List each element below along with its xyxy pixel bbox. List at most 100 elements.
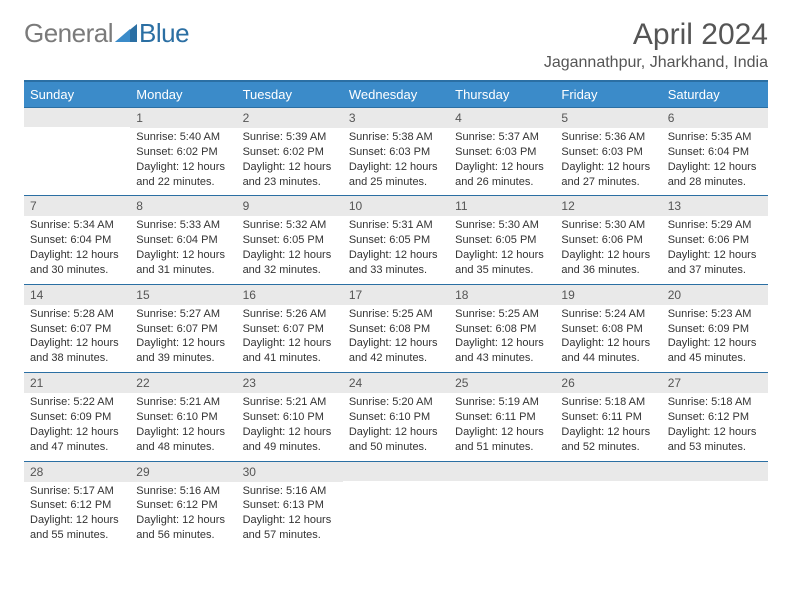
calendar-week-row: 14Sunrise: 5:28 AMSunset: 6:07 PMDayligh…: [24, 284, 768, 372]
day-info-line: Sunset: 6:09 PM: [668, 322, 762, 337]
day-body: Sunrise: 5:34 AMSunset: 6:04 PMDaylight:…: [24, 216, 130, 283]
day-info-line: Daylight: 12 hours and 39 minutes.: [136, 336, 230, 366]
day-number-bar: 20: [662, 284, 768, 305]
day-info-line: Sunset: 6:06 PM: [668, 233, 762, 248]
calendar-day-cell: 20Sunrise: 5:23 AMSunset: 6:09 PMDayligh…: [662, 284, 768, 372]
day-info-line: Daylight: 12 hours and 45 minutes.: [668, 336, 762, 366]
day-body: Sunrise: 5:38 AMSunset: 6:03 PMDaylight:…: [343, 128, 449, 195]
day-number-bar: 27: [662, 372, 768, 393]
day-body: Sunrise: 5:25 AMSunset: 6:08 PMDaylight:…: [449, 305, 555, 372]
day-body: Sunrise: 5:19 AMSunset: 6:11 PMDaylight:…: [449, 393, 555, 460]
day-info-line: Daylight: 12 hours and 27 minutes.: [561, 160, 655, 190]
day-info-line: Sunset: 6:11 PM: [455, 410, 549, 425]
day-number-bar: 18: [449, 284, 555, 305]
page-header: General Blue April 2024 Jagannathpur, Jh…: [24, 18, 768, 72]
day-body: Sunrise: 5:35 AMSunset: 6:04 PMDaylight:…: [662, 128, 768, 195]
day-info-line: Sunrise: 5:29 AM: [668, 218, 762, 233]
calendar-day-cell: 21Sunrise: 5:22 AMSunset: 6:09 PMDayligh…: [24, 372, 130, 460]
day-info-line: Sunrise: 5:16 AM: [243, 484, 337, 499]
calendar-day-cell: 1Sunrise: 5:40 AMSunset: 6:02 PMDaylight…: [130, 107, 236, 195]
day-body: Sunrise: 5:32 AMSunset: 6:05 PMDaylight:…: [237, 216, 343, 283]
calendar-day-cell: 6Sunrise: 5:35 AMSunset: 6:04 PMDaylight…: [662, 107, 768, 195]
day-info-line: Sunrise: 5:35 AM: [668, 130, 762, 145]
calendar-day-cell: [555, 461, 661, 549]
day-info-line: Sunset: 6:08 PM: [455, 322, 549, 337]
day-number-bar: [555, 461, 661, 481]
day-number-bar: 21: [24, 372, 130, 393]
day-info-line: Daylight: 12 hours and 55 minutes.: [30, 513, 124, 543]
day-info-line: Sunrise: 5:21 AM: [243, 395, 337, 410]
calendar-day-cell: 16Sunrise: 5:26 AMSunset: 6:07 PMDayligh…: [237, 284, 343, 372]
day-info-line: Sunset: 6:12 PM: [136, 498, 230, 513]
calendar-day-cell: 9Sunrise: 5:32 AMSunset: 6:05 PMDaylight…: [237, 195, 343, 283]
day-body: Sunrise: 5:28 AMSunset: 6:07 PMDaylight:…: [24, 305, 130, 372]
day-number-bar: 24: [343, 372, 449, 393]
day-body: Sunrise: 5:17 AMSunset: 6:12 PMDaylight:…: [24, 482, 130, 549]
day-number-bar: 22: [130, 372, 236, 393]
day-number-bar: 13: [662, 195, 768, 216]
day-info-line: Daylight: 12 hours and 51 minutes.: [455, 425, 549, 455]
calendar-week-row: 7Sunrise: 5:34 AMSunset: 6:04 PMDaylight…: [24, 195, 768, 283]
day-info-line: Sunrise: 5:28 AM: [30, 307, 124, 322]
calendar-day-cell: 3Sunrise: 5:38 AMSunset: 6:03 PMDaylight…: [343, 107, 449, 195]
day-number-bar: 4: [449, 107, 555, 128]
day-info-line: Daylight: 12 hours and 28 minutes.: [668, 160, 762, 190]
calendar-day-cell: 22Sunrise: 5:21 AMSunset: 6:10 PMDayligh…: [130, 372, 236, 460]
day-number-bar: 2: [237, 107, 343, 128]
day-info-line: Daylight: 12 hours and 38 minutes.: [30, 336, 124, 366]
day-number-bar: 30: [237, 461, 343, 482]
day-body: Sunrise: 5:18 AMSunset: 6:11 PMDaylight:…: [555, 393, 661, 460]
day-info-line: Daylight: 12 hours and 50 minutes.: [349, 425, 443, 455]
day-body: Sunrise: 5:20 AMSunset: 6:10 PMDaylight:…: [343, 393, 449, 460]
day-body: Sunrise: 5:36 AMSunset: 6:03 PMDaylight:…: [555, 128, 661, 195]
day-info-line: Sunset: 6:04 PM: [30, 233, 124, 248]
day-number-bar: 23: [237, 372, 343, 393]
calendar-day-cell: 27Sunrise: 5:18 AMSunset: 6:12 PMDayligh…: [662, 372, 768, 460]
day-info-line: Sunrise: 5:16 AM: [136, 484, 230, 499]
logo-text-general: General: [24, 18, 113, 49]
calendar-day-cell: 17Sunrise: 5:25 AMSunset: 6:08 PMDayligh…: [343, 284, 449, 372]
calendar-week-row: 21Sunrise: 5:22 AMSunset: 6:09 PMDayligh…: [24, 372, 768, 460]
day-info-line: Daylight: 12 hours and 31 minutes.: [136, 248, 230, 278]
day-info-line: Sunset: 6:05 PM: [349, 233, 443, 248]
day-info-line: Sunset: 6:04 PM: [668, 145, 762, 160]
day-info-line: Sunrise: 5:38 AM: [349, 130, 443, 145]
day-number-bar: 8: [130, 195, 236, 216]
weekday-header: Tuesday: [237, 81, 343, 107]
day-info-line: Sunrise: 5:37 AM: [455, 130, 549, 145]
day-info-line: Daylight: 12 hours and 23 minutes.: [243, 160, 337, 190]
day-number-bar: 6: [662, 107, 768, 128]
day-body: Sunrise: 5:27 AMSunset: 6:07 PMDaylight:…: [130, 305, 236, 372]
weekday-header: Thursday: [449, 81, 555, 107]
day-info-line: Sunset: 6:13 PM: [243, 498, 337, 513]
calendar-day-cell: [662, 461, 768, 549]
day-body: Sunrise: 5:26 AMSunset: 6:07 PMDaylight:…: [237, 305, 343, 372]
day-body: Sunrise: 5:30 AMSunset: 6:05 PMDaylight:…: [449, 216, 555, 283]
day-info-line: Sunset: 6:12 PM: [668, 410, 762, 425]
day-info-line: Daylight: 12 hours and 32 minutes.: [243, 248, 337, 278]
day-info-line: Daylight: 12 hours and 26 minutes.: [455, 160, 549, 190]
day-body: Sunrise: 5:33 AMSunset: 6:04 PMDaylight:…: [130, 216, 236, 283]
day-number-bar: 10: [343, 195, 449, 216]
calendar-day-cell: [24, 107, 130, 195]
calendar-day-cell: 30Sunrise: 5:16 AMSunset: 6:13 PMDayligh…: [237, 461, 343, 549]
day-number-bar: 14: [24, 284, 130, 305]
calendar-day-cell: 13Sunrise: 5:29 AMSunset: 6:06 PMDayligh…: [662, 195, 768, 283]
day-info-line: Sunset: 6:03 PM: [349, 145, 443, 160]
title-block: April 2024 Jagannathpur, Jharkhand, Indi…: [544, 18, 768, 72]
weekday-header-row: Sunday Monday Tuesday Wednesday Thursday…: [24, 81, 768, 107]
day-info-line: Sunrise: 5:36 AM: [561, 130, 655, 145]
calendar-day-cell: 7Sunrise: 5:34 AMSunset: 6:04 PMDaylight…: [24, 195, 130, 283]
calendar-day-cell: 12Sunrise: 5:30 AMSunset: 6:06 PMDayligh…: [555, 195, 661, 283]
calendar-day-cell: 11Sunrise: 5:30 AMSunset: 6:05 PMDayligh…: [449, 195, 555, 283]
day-info-line: Sunrise: 5:39 AM: [243, 130, 337, 145]
day-info-line: Daylight: 12 hours and 44 minutes.: [561, 336, 655, 366]
day-info-line: Daylight: 12 hours and 49 minutes.: [243, 425, 337, 455]
day-info-line: Sunset: 6:04 PM: [136, 233, 230, 248]
day-info-line: Sunset: 6:10 PM: [349, 410, 443, 425]
day-number-bar: 9: [237, 195, 343, 216]
day-info-line: Sunset: 6:07 PM: [136, 322, 230, 337]
day-info-line: Daylight: 12 hours and 56 minutes.: [136, 513, 230, 543]
calendar-day-cell: 15Sunrise: 5:27 AMSunset: 6:07 PMDayligh…: [130, 284, 236, 372]
day-info-line: Sunset: 6:03 PM: [561, 145, 655, 160]
